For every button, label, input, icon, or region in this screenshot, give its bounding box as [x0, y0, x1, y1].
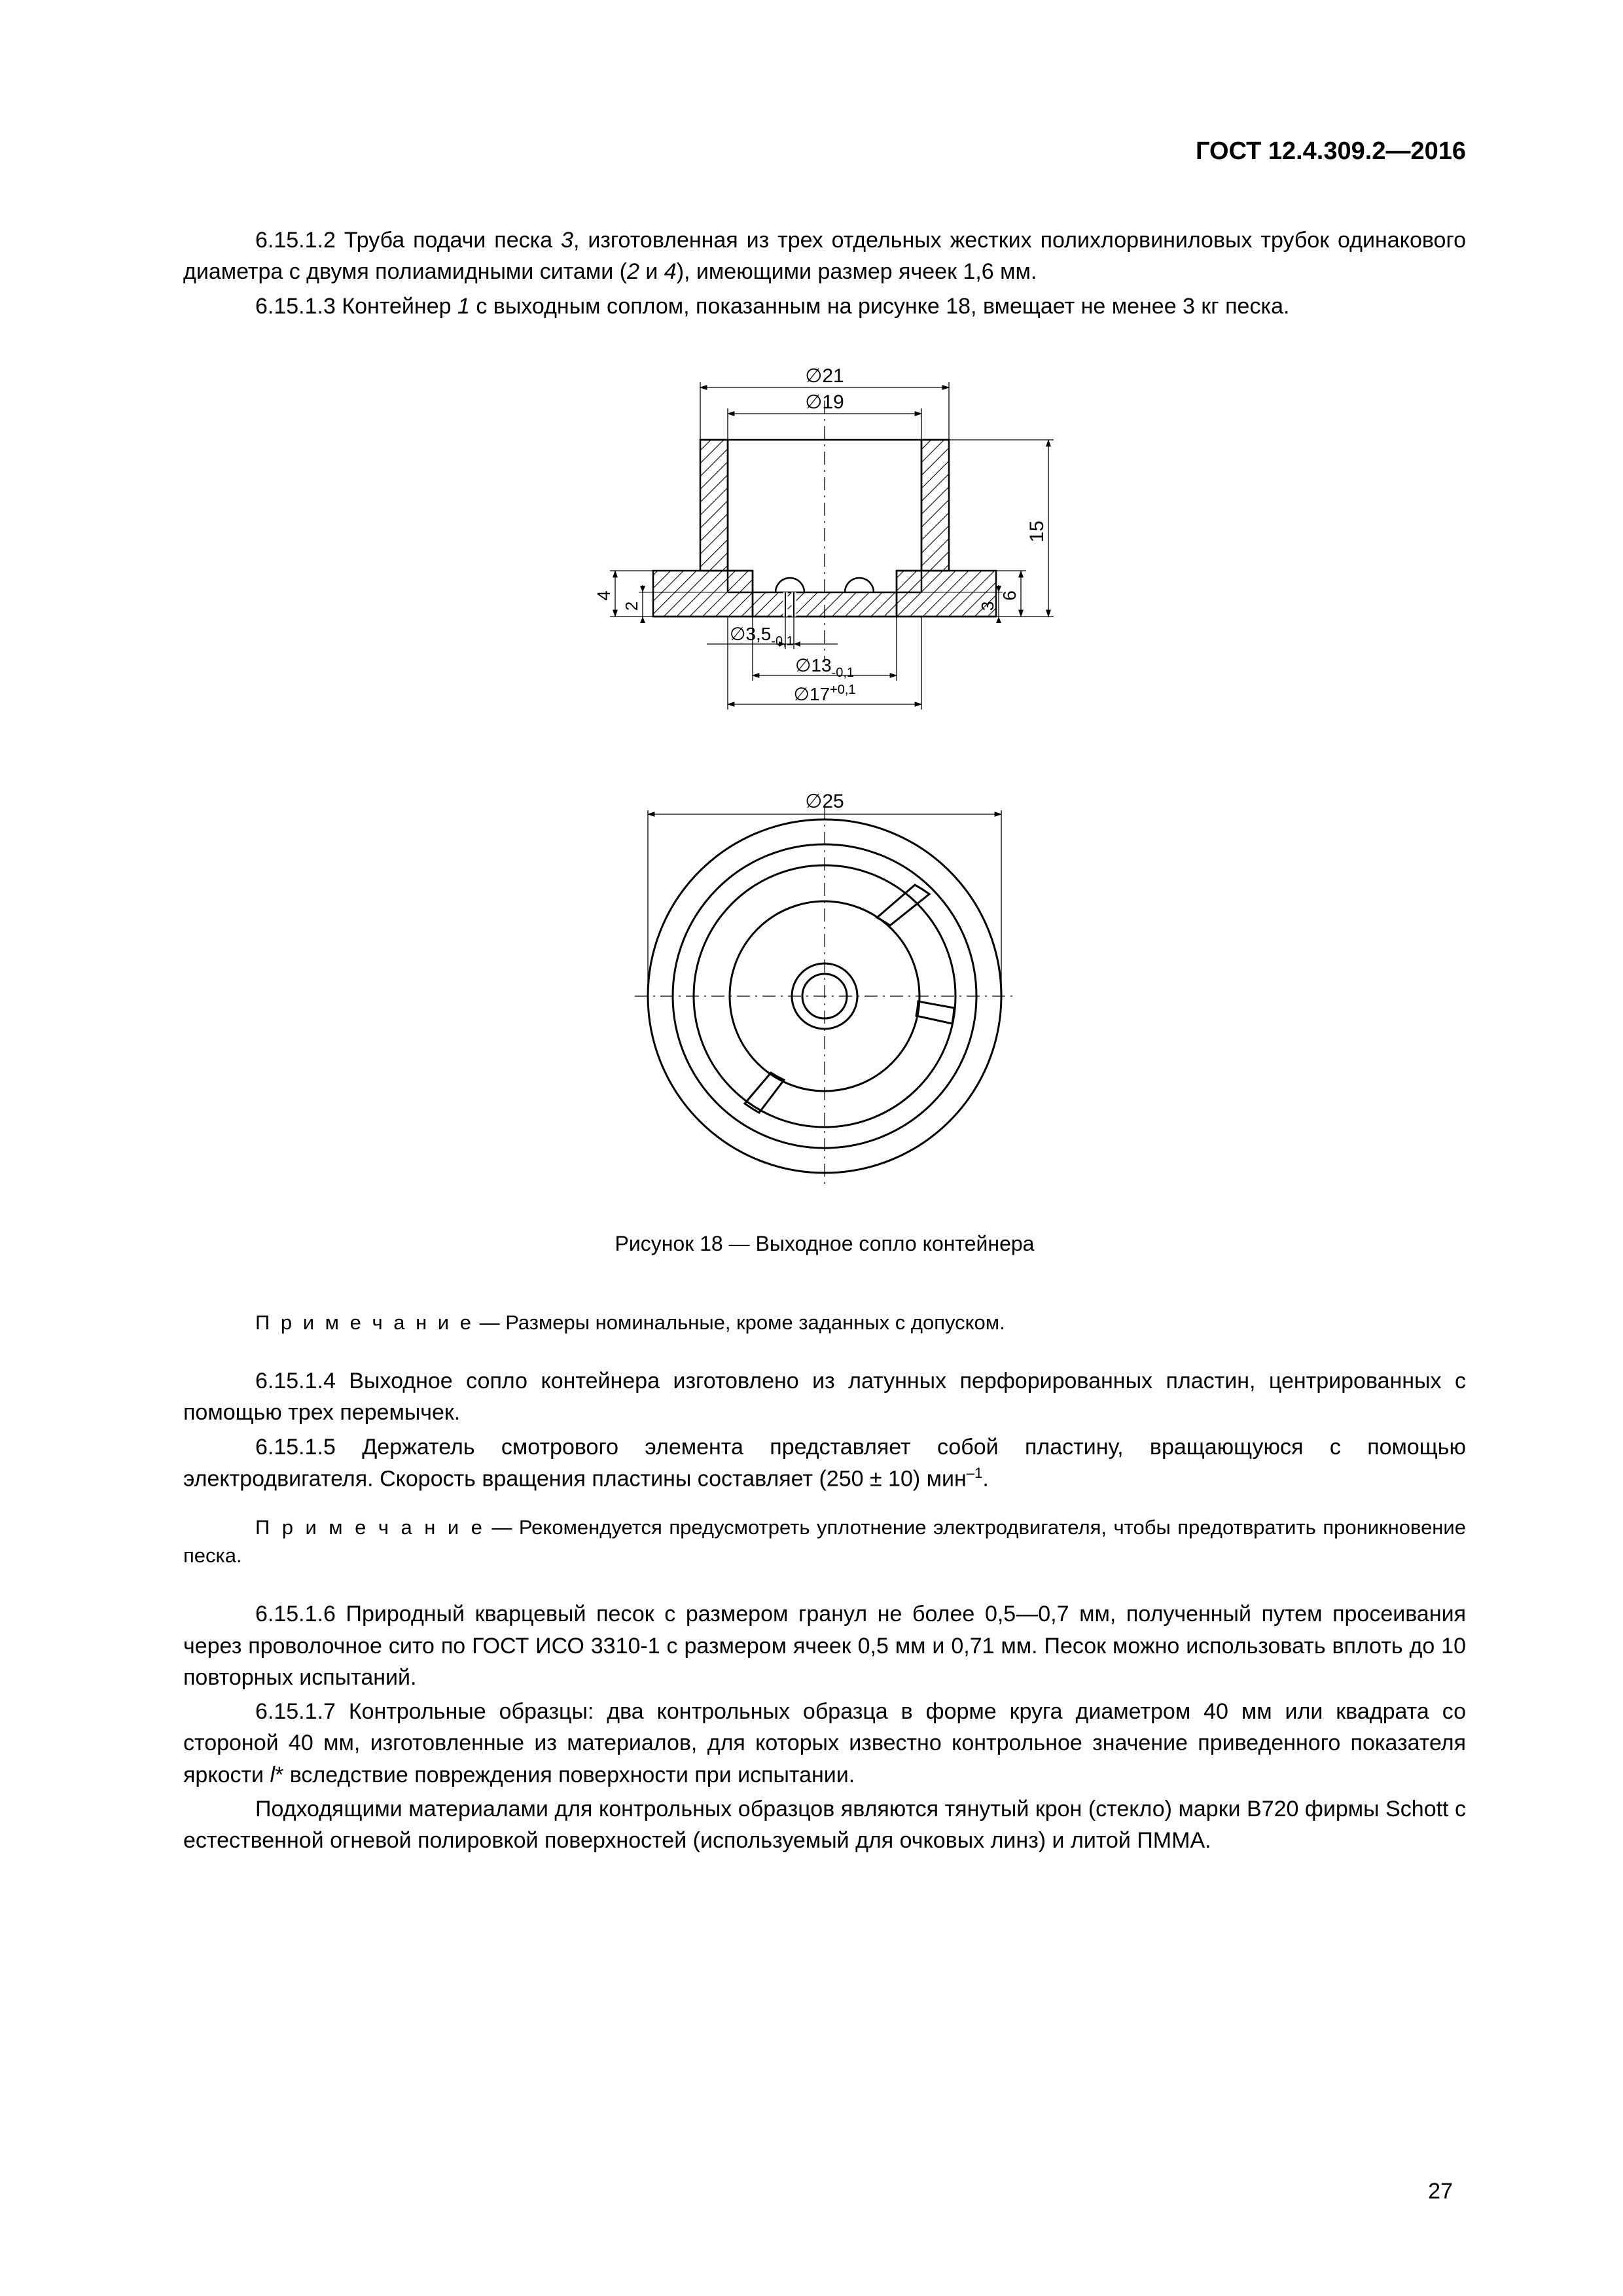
dim-d17: ∅17 [793, 684, 830, 704]
figure-18-caption: Рисунок 18 — Выходное сопло контейнера [615, 1232, 1035, 1256]
figure-18: ∅21 ∅19 15 6 3 [183, 342, 1466, 1282]
figure-18-topview: ∅25 [596, 754, 1054, 1212]
dim-d19: ∅19 [805, 391, 844, 413]
para-6-15-1-5: 6.15.1.5 Держатель смотрового элемента п… [183, 1431, 1466, 1495]
para-6-15-1-4: 6.15.1.4 Выходное сопло контейнера изгот… [183, 1365, 1466, 1429]
svg-text:∅13-0,1: ∅13-0,1 [795, 655, 854, 680]
dim-d13: ∅13 [795, 655, 832, 675]
para-6-15-1-2: 6.15.1.2 Труба подачи песка 3, изготовле… [183, 224, 1466, 288]
para-6-15-1-7: 6.15.1.7 Контрольные образцы: два контро… [183, 1696, 1466, 1791]
note-2: П р и м е ч а н и е — Рекомендуется пред… [183, 1513, 1466, 1570]
para-6-15-1-6: 6.15.1.6 Природный кварцевый песок с раз… [183, 1598, 1466, 1693]
dim-h15: 15 [1026, 520, 1048, 542]
figure-18-section: ∅21 ∅19 15 6 3 [510, 342, 1139, 754]
note-text: — Размеры номинальные, кроме заданных с … [480, 1311, 1005, 1334]
clause-num: 6.15.1.3 [255, 294, 336, 319]
dim-h4: 4 [594, 590, 614, 601]
note-label: П р и м е ч а н и е [255, 1311, 474, 1334]
note-1: П р и м е ч а н и е — Размеры номинальны… [183, 1308, 1466, 1336]
dim-h2: 2 [622, 601, 641, 611]
dim-d25: ∅25 [805, 791, 844, 812]
svg-text:∅3,5-0,1: ∅3,5-0,1 [730, 624, 794, 649]
note-label: П р и м е ч а н и е [255, 1516, 485, 1539]
dim-d3-5: ∅3,5 [730, 624, 771, 644]
clause-num: 6.15.1.6 [255, 1602, 336, 1626]
para-6-15-1-3: 6.15.1.3 Контейнер 1 с выходным соплом, … [183, 291, 1466, 322]
clause-num: 6.15.1.2 [255, 228, 336, 253]
clause-num: 6.15.1.7 [255, 1699, 336, 1724]
dim-h3: 3 [978, 601, 997, 611]
clause-num: 6.15.1.4 [255, 1369, 336, 1393]
page-number: 27 [1428, 2179, 1453, 2204]
para-materials: Подходящими материалами для контрольных … [183, 1793, 1466, 1857]
dim-d21: ∅21 [805, 365, 844, 387]
svg-text:∅17+0,1: ∅17+0,1 [793, 683, 855, 704]
page-header: ГОСТ 12.4.309.2—2016 [183, 137, 1466, 166]
clause-num: 6.15.1.5 [255, 1435, 336, 1460]
